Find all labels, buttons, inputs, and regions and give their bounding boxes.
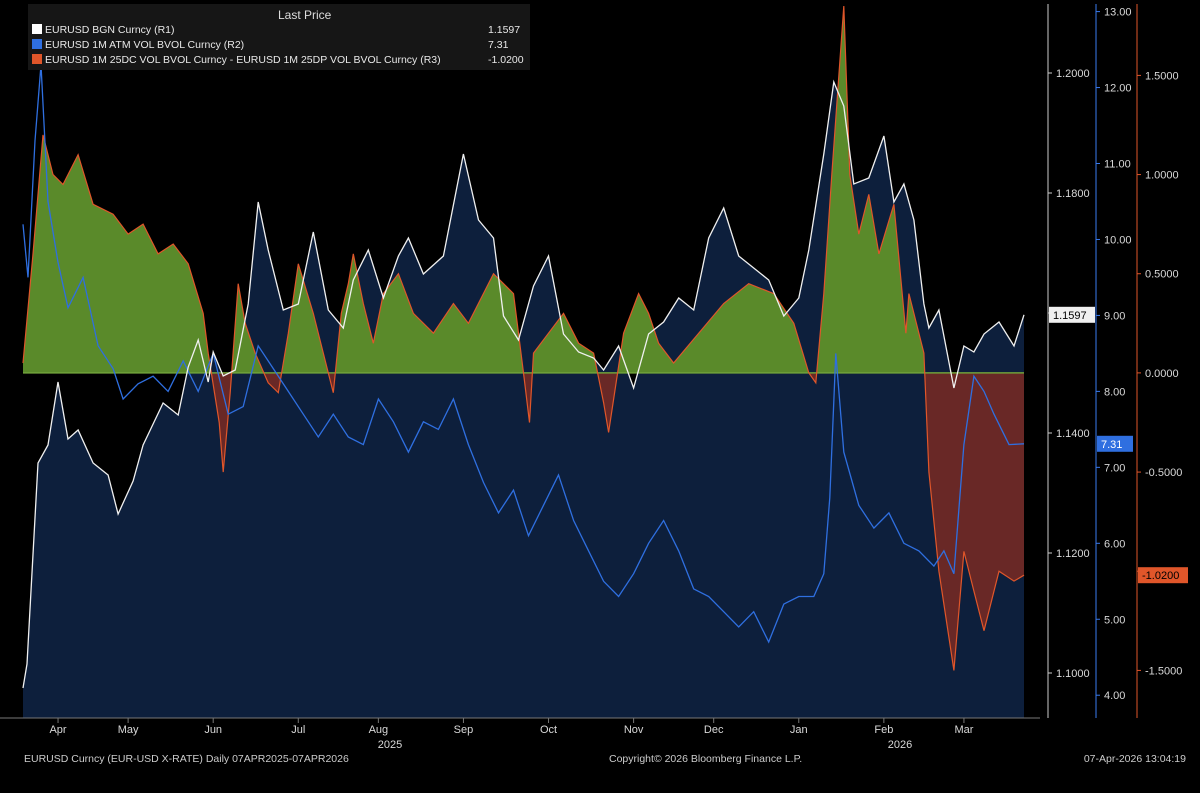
risk-reversal-positive-fill	[23, 6, 925, 373]
axis-tick-label-r2: 11.00	[1104, 159, 1131, 171]
legend-swatch-rr	[32, 54, 42, 64]
legend-label-vol: EURUSD 1M ATM VOL BVOL Curncy (R2)	[45, 39, 245, 51]
axis-tick-label-r3: 1.5000	[1145, 70, 1179, 82]
last-value-label-r3: -1.0200	[1142, 570, 1179, 582]
x-tick-label-mar: Mar	[954, 724, 973, 736]
x-tick-label-jul: Jul	[291, 724, 305, 736]
legend: Last Price EURUSD BGN Curncy (R1) 1.1597…	[28, 4, 530, 70]
last-value-label-r1: 1.1597	[1053, 310, 1087, 322]
axis-tick-label-r3: -1.5000	[1145, 665, 1182, 677]
axis-tick-label-r1: 1.2000	[1056, 68, 1090, 80]
legend-label-spot: EURUSD BGN Curncy (R1)	[45, 24, 175, 36]
x-tick-label-oct: Oct	[540, 724, 557, 736]
x-tick-label-feb: Feb	[874, 724, 893, 736]
axis-tick-label-r2: 10.00	[1104, 234, 1132, 246]
plot-layer	[22, 5, 1025, 718]
spot-line	[22, 79, 1025, 689]
spot-area-fill	[23, 82, 1024, 718]
axis-tick-label-r2: 6.00	[1104, 538, 1125, 550]
axis-tick-label-r1: 1.1000	[1056, 668, 1090, 680]
legend-label-rr: EURUSD 1M 25DC VOL BVOL Curncy - EURUSD …	[45, 54, 441, 66]
legend-item-spot: EURUSD BGN Curncy (R1) 1.1597	[32, 24, 520, 36]
legend-swatch-spot	[32, 24, 42, 34]
legend-value-rr: -1.0200	[488, 54, 524, 66]
legend-value-vol: 7.31	[488, 39, 509, 51]
x-tick-label-jun: Jun	[204, 724, 222, 736]
x-tick-label-may: May	[118, 724, 139, 736]
last-value-tag-r3	[1138, 567, 1188, 584]
risk-reversal-line	[22, 5, 1025, 671]
atm-vol-line	[22, 64, 1025, 644]
legend-value-spot: 1.1597	[488, 24, 521, 36]
x-year-label-2025: 2025	[378, 739, 402, 751]
footer-copyright: Copyright© 2026 Bloomberg Finance L.P.	[609, 753, 803, 765]
legend-item-rr: EURUSD 1M 25DC VOL BVOL Curncy - EURUSD …	[32, 54, 524, 66]
legend-swatch-vol	[32, 39, 42, 49]
axis-layer: Apr May Jun Jul Aug Sep Oct Nov Dec Jan Feb Mar 2025…	[0, 4, 1188, 751]
footer-timestamp: 07-Apr-2026 13:04:19	[1083, 753, 1186, 765]
x-tick-label-nov: Nov	[624, 724, 644, 736]
axis-tick-label-r2: 7.00	[1104, 462, 1125, 474]
footer-left: EURUSD Curncy (EUR-USD X-RATE) Daily 07A…	[24, 753, 349, 765]
axis-tick-label-r2: 5.00	[1104, 614, 1125, 626]
last-value-tag-r1	[1049, 306, 1095, 323]
axis-tick-label-r2: 12.00	[1104, 83, 1132, 95]
axis-tick-label-r2: 9.00	[1104, 310, 1125, 322]
axis-tick-label-r3: -0.5000	[1145, 467, 1182, 479]
axis-tick-label-r1: 1.1800	[1056, 188, 1090, 200]
axis-tick-label-r1: 1.1200	[1056, 548, 1090, 560]
last-value-tag-r2	[1097, 435, 1133, 452]
axis-tick-label-r3: 0.5000	[1145, 269, 1179, 281]
axis-tick-label-r1: 1.1400	[1056, 428, 1090, 440]
axis-tick-label-r2: 13.00	[1104, 7, 1132, 19]
last-value-label-r2: 7.31	[1101, 439, 1122, 451]
axis-tick-label-r2: 4.00	[1104, 690, 1125, 702]
axis-tick-label-r3: 1.0000	[1145, 170, 1179, 182]
x-tick-label-sep: Sep	[454, 724, 474, 736]
axis-tick-label-r3: 0.0000	[1145, 368, 1179, 380]
axis-tick-label-r2: 8.00	[1104, 386, 1125, 398]
x-tick-label-apr: Apr	[49, 724, 66, 736]
x-tick-label-aug: Aug	[369, 724, 389, 736]
legend-title: Last Price	[278, 8, 332, 22]
x-year-label-2026: 2026	[888, 739, 912, 751]
risk-reversal-negative-fill	[211, 372, 1025, 671]
x-tick-label-jan: Jan	[790, 724, 808, 736]
x-tick-label-dec: Dec	[704, 724, 724, 736]
legend-item-vol: EURUSD 1M ATM VOL BVOL Curncy (R2) 7.31	[32, 39, 508, 51]
